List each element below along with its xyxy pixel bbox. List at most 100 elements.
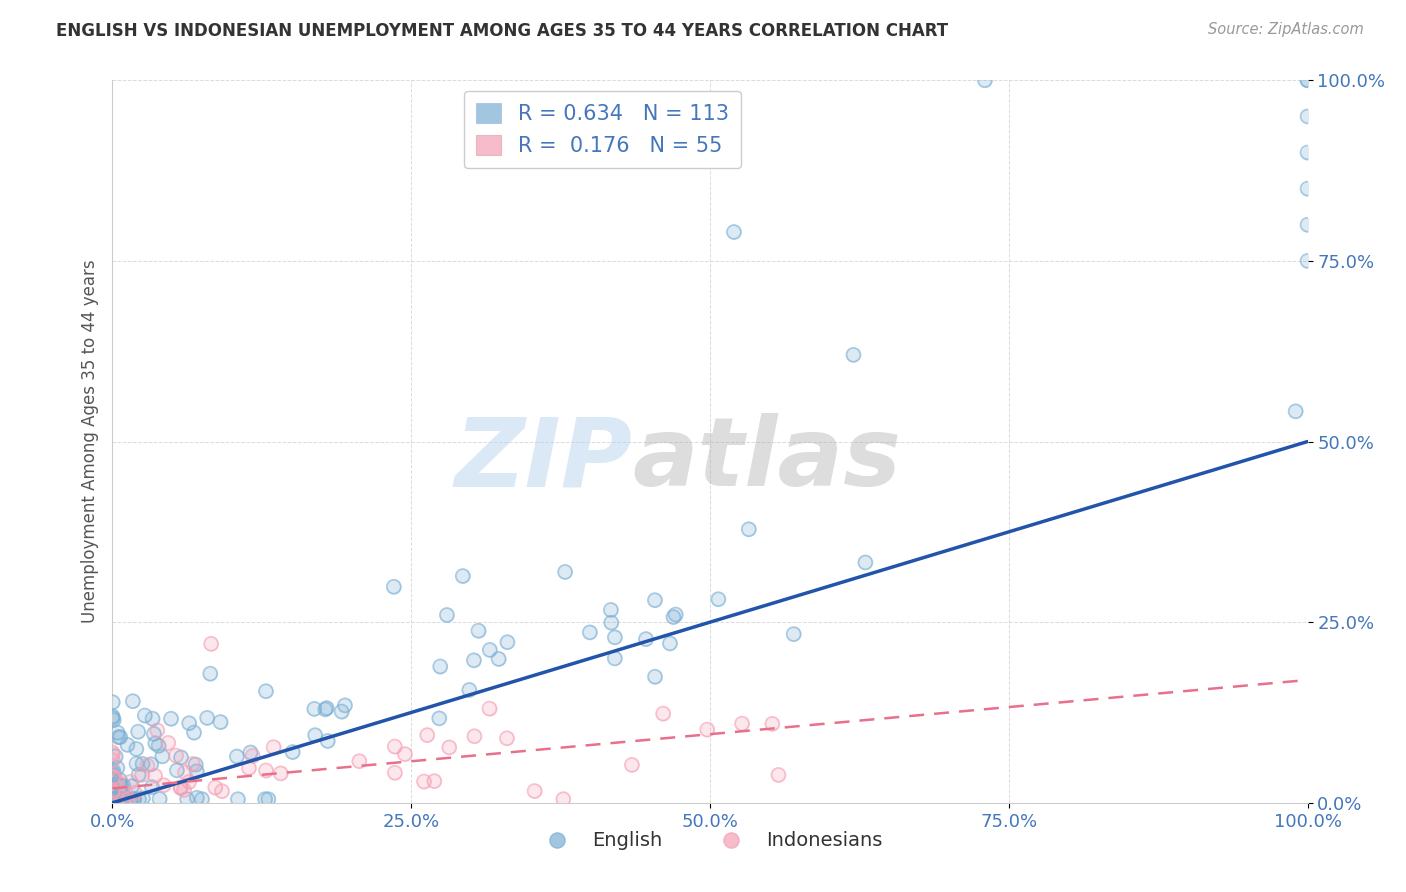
Point — [523, 784, 546, 798]
Point — [384, 739, 406, 754]
Point — [125, 756, 148, 771]
Point — [599, 603, 621, 617]
Point — [436, 607, 458, 622]
Point — [225, 749, 247, 764]
Point — [634, 632, 657, 646]
Point — [143, 736, 166, 750]
Point — [173, 783, 195, 797]
Point — [141, 757, 163, 772]
Point — [120, 774, 142, 789]
Point — [128, 768, 150, 782]
Point — [125, 742, 148, 756]
Point — [148, 739, 170, 753]
Point — [128, 768, 150, 782]
Point — [112, 779, 135, 793]
Point — [204, 780, 226, 795]
Point — [782, 627, 804, 641]
Point — [488, 652, 510, 666]
Point — [195, 711, 218, 725]
Point — [238, 761, 260, 775]
Point — [226, 792, 249, 806]
Point — [148, 792, 170, 806]
Point — [496, 731, 519, 746]
Point — [143, 769, 166, 783]
Point — [179, 716, 201, 731]
Point — [120, 792, 142, 806]
Point — [382, 580, 405, 594]
Point — [330, 705, 353, 719]
Point — [696, 723, 718, 737]
Point — [211, 784, 233, 798]
Point — [101, 711, 124, 725]
Point — [104, 749, 127, 764]
Point — [104, 792, 127, 806]
Point — [478, 701, 501, 715]
Y-axis label: Unemployment Among Ages 35 to 44 years: Unemployment Among Ages 35 to 44 years — [80, 260, 98, 624]
Point — [131, 768, 153, 782]
Point — [174, 765, 197, 780]
Point — [634, 632, 657, 646]
Point — [738, 522, 761, 536]
Text: ZIP: ZIP — [454, 413, 633, 506]
Point — [165, 748, 187, 763]
Point — [731, 716, 754, 731]
Point — [257, 792, 280, 806]
Point — [603, 651, 626, 665]
Point — [1296, 73, 1319, 87]
Point — [394, 747, 416, 761]
Point — [176, 792, 198, 806]
Point — [105, 773, 128, 788]
Point — [394, 747, 416, 761]
Point — [451, 569, 474, 583]
Point — [142, 727, 165, 741]
Point — [142, 727, 165, 741]
Point — [152, 778, 174, 792]
Point — [131, 756, 153, 771]
Point — [103, 770, 125, 784]
Point — [108, 772, 131, 787]
Point — [768, 768, 790, 782]
Point — [152, 778, 174, 792]
Point — [143, 736, 166, 750]
Point — [141, 780, 163, 794]
Point — [104, 749, 127, 764]
Point — [101, 768, 124, 782]
Point — [101, 770, 124, 784]
Point — [112, 792, 135, 806]
Point — [101, 771, 124, 785]
Point — [107, 730, 129, 744]
Point — [148, 792, 170, 806]
Point — [579, 625, 602, 640]
Point — [101, 695, 124, 709]
Point — [115, 787, 138, 801]
Point — [186, 790, 208, 805]
Point — [179, 716, 201, 731]
Point — [141, 757, 163, 772]
Point — [141, 712, 163, 726]
Point — [304, 702, 326, 716]
Point — [191, 792, 214, 806]
Point — [304, 702, 326, 716]
Point — [579, 625, 602, 640]
Point — [333, 698, 356, 713]
Point — [104, 792, 127, 806]
Point — [723, 225, 745, 239]
Point — [101, 792, 124, 806]
Point — [183, 725, 205, 739]
Point — [122, 792, 145, 806]
Point — [103, 764, 125, 779]
Point — [166, 764, 188, 778]
Point — [1296, 253, 1319, 268]
Point — [136, 758, 159, 772]
Point — [263, 740, 285, 755]
Point — [101, 711, 124, 725]
Point — [157, 736, 180, 750]
Point — [620, 757, 643, 772]
Point — [121, 694, 143, 708]
Point — [696, 723, 718, 737]
Point — [238, 761, 260, 775]
Point — [101, 792, 124, 806]
Point — [304, 728, 326, 742]
Point — [165, 748, 187, 763]
Point — [314, 702, 336, 716]
